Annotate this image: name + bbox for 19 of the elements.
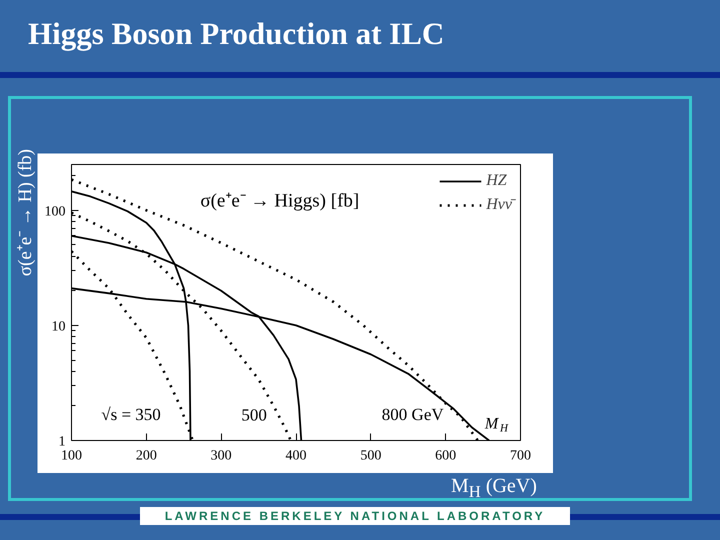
x-tick-label: 100 [61,448,82,464]
annotation: 800 GeV [382,405,444,424]
x-tick-label: 600 [435,448,456,464]
x-tick-label: 500 [360,448,382,464]
x-tick-label: 300 [210,448,232,464]
y-tick-label: 10 [52,319,66,334]
x-axis-title: M$_{H}$ (GeV) [451,475,537,502]
chart-title: Higgs Boson Production at ILC [28,16,444,52]
text: LAWRENCE BERKELEY NATIONAL LABORATORY [140,507,570,525]
legend-label: HZ [486,172,507,190]
annotation: √s = 350 [101,405,161,424]
y-tick-label: 100 [44,204,66,220]
y-axis-title: σ(e⁺e⁻ → H) (fb) [14,149,37,276]
y-tick-label: 1 [58,434,66,450]
x-tick-label: 700 [510,448,531,464]
x-tick-label: 400 [286,448,306,464]
x-tick-label: 200 [136,448,157,464]
annotation: 500 [241,406,267,425]
text: σ(e⁺e⁻ → Higgs) [fb] [200,190,360,212]
